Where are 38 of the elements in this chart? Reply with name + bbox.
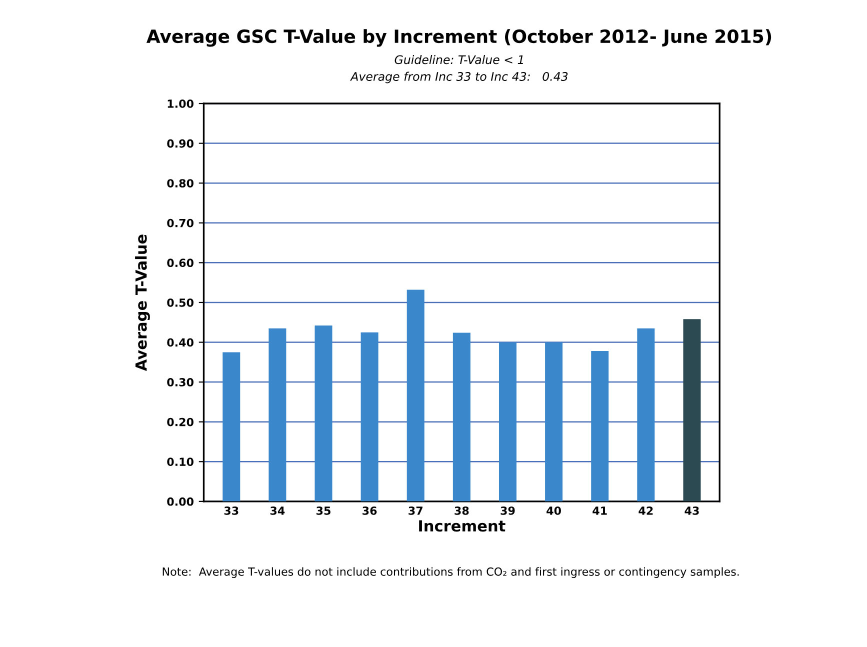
bar [545,342,563,502]
bar [314,326,332,502]
y-tick-label: 0.40 [167,338,194,347]
bar [268,328,286,502]
x-tick-label: 43 [684,506,699,515]
bar [222,352,240,502]
chart-title: Average GSC T-Value by Increment (October 2012- June 2015) [146,29,772,47]
y-tick-label: 0.80 [167,179,194,188]
y-tick-label: 0.60 [167,258,194,268]
x-tick-label: 36 [362,506,377,515]
text: Note: Average T-values do not include contributions from CO₂ and first ingress or contingency samples. [162,567,739,578]
bar [360,332,378,502]
chart-subtitle: Guideline: T-Value < 1 Average from Inc 33 to Inc 43: 0.43 [350,54,568,84]
x-tick-label: 39 [500,506,515,515]
x-tick-label: 38 [454,506,469,515]
y-tick-label: 0.70 [167,218,194,228]
x-tick-label: 42 [638,506,653,515]
y-tick-label: 0.00 [167,497,194,506]
x-tick-label: 35 [316,506,330,515]
x-tick-label: 37 [408,506,422,515]
y-tick-label: 0.20 [167,418,194,426]
bar [406,290,424,502]
y-tick-label: 0.30 [167,378,194,386]
x-tick-label: 34 [270,506,285,515]
bar [591,351,609,502]
bar [637,328,655,502]
y-tick-label: 0.50 [167,298,194,307]
bar [498,342,516,502]
x-tick-label: 40 [546,506,561,515]
x-tick-label: 33 [224,506,238,515]
y-tick-label: 0.10 [167,458,194,466]
y-axis-title: Average T-Value [135,234,150,372]
y-tick-label: 1.00 [168,99,194,108]
x-tick-label: 41 [592,506,607,515]
y-tick-label: 0.90 [167,139,194,148]
bar [683,319,701,502]
bar [452,332,470,502]
x-axis-title: Increment [419,520,506,532]
